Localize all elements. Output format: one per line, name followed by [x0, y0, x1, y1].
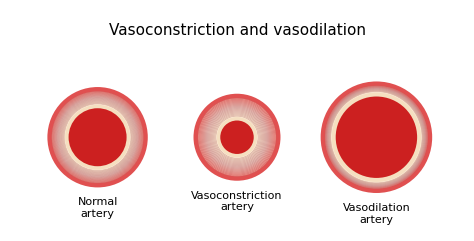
Circle shape	[326, 87, 427, 188]
Circle shape	[327, 87, 427, 187]
Circle shape	[69, 108, 127, 166]
Circle shape	[206, 107, 268, 168]
Circle shape	[328, 88, 425, 186]
Circle shape	[320, 81, 432, 193]
Circle shape	[329, 90, 424, 185]
Circle shape	[336, 96, 417, 178]
Circle shape	[330, 91, 423, 184]
Circle shape	[61, 100, 135, 174]
Circle shape	[47, 87, 148, 187]
Circle shape	[216, 116, 258, 158]
Circle shape	[56, 96, 139, 179]
Circle shape	[62, 102, 133, 173]
Circle shape	[198, 98, 276, 176]
Circle shape	[54, 94, 141, 181]
Circle shape	[215, 115, 259, 160]
Circle shape	[208, 108, 266, 167]
Text: Normal
artery: Normal artery	[77, 197, 118, 219]
Circle shape	[65, 105, 130, 170]
Circle shape	[58, 98, 137, 176]
Circle shape	[328, 89, 424, 185]
Circle shape	[55, 95, 140, 179]
Circle shape	[209, 109, 265, 166]
Circle shape	[61, 101, 134, 174]
Text: Vasodilation
artery: Vasodilation artery	[343, 203, 410, 225]
Circle shape	[201, 101, 273, 173]
Circle shape	[53, 93, 142, 181]
Circle shape	[217, 117, 257, 157]
Circle shape	[55, 94, 140, 180]
Circle shape	[211, 112, 263, 163]
Circle shape	[64, 104, 131, 171]
Circle shape	[214, 114, 260, 161]
Circle shape	[200, 100, 274, 174]
Circle shape	[205, 106, 269, 169]
Circle shape	[53, 92, 143, 182]
Circle shape	[202, 102, 272, 172]
Circle shape	[58, 97, 137, 177]
Circle shape	[330, 91, 422, 183]
Circle shape	[204, 105, 270, 170]
Circle shape	[64, 103, 132, 171]
Circle shape	[330, 91, 423, 184]
Circle shape	[210, 110, 264, 165]
Circle shape	[326, 86, 428, 188]
Circle shape	[325, 86, 428, 188]
Text: Vasoconstriction and vasodilation: Vasoconstriction and vasodilation	[109, 23, 365, 38]
Circle shape	[60, 100, 136, 175]
Circle shape	[59, 99, 136, 176]
Circle shape	[329, 90, 424, 185]
Circle shape	[63, 102, 133, 172]
Circle shape	[328, 89, 425, 186]
Circle shape	[199, 99, 275, 175]
Circle shape	[213, 113, 261, 161]
Circle shape	[329, 90, 423, 184]
Circle shape	[210, 111, 264, 164]
Circle shape	[220, 120, 254, 154]
Circle shape	[52, 92, 143, 183]
Circle shape	[327, 87, 426, 187]
Circle shape	[193, 94, 281, 181]
Circle shape	[326, 87, 427, 187]
Text: Vasoconstriction
artery: Vasoconstriction artery	[191, 191, 283, 212]
Circle shape	[57, 97, 138, 178]
Circle shape	[332, 93, 421, 182]
Circle shape	[331, 92, 422, 183]
Circle shape	[203, 103, 271, 171]
Circle shape	[327, 88, 426, 187]
Circle shape	[328, 88, 426, 186]
